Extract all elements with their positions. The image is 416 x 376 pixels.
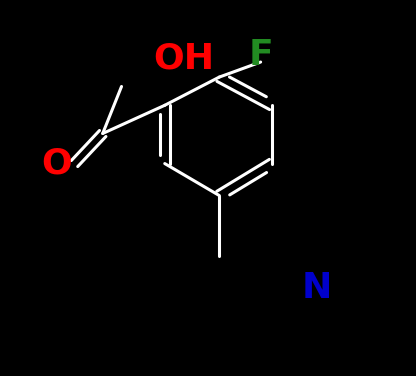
Text: OH: OH [154, 41, 215, 75]
Text: O: O [42, 147, 72, 180]
Text: F: F [248, 38, 273, 71]
Text: N: N [302, 271, 332, 305]
